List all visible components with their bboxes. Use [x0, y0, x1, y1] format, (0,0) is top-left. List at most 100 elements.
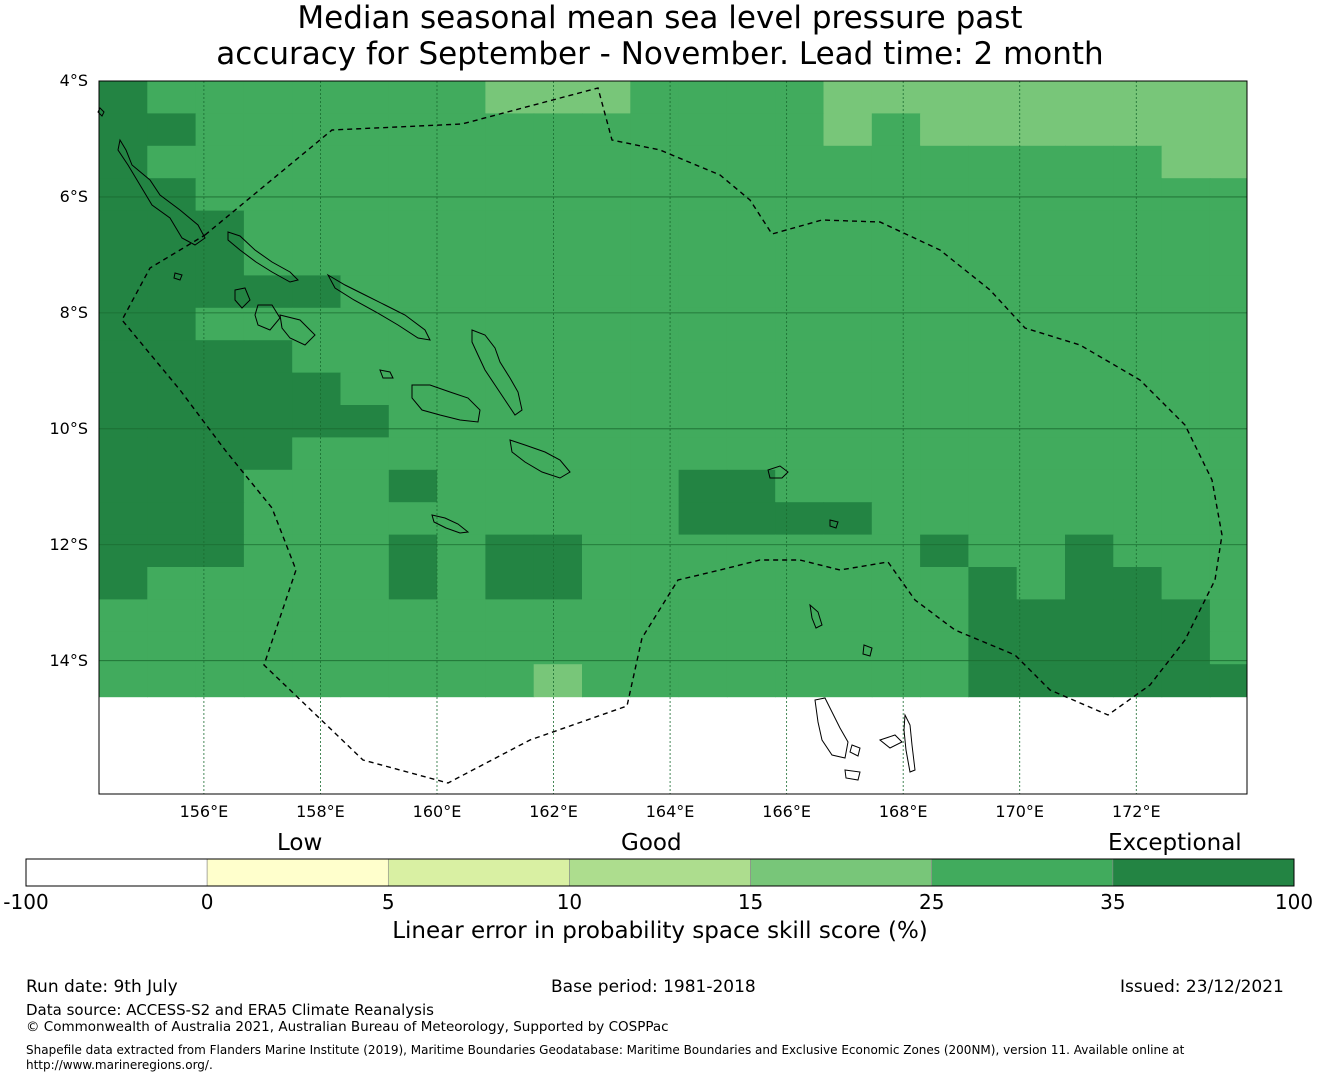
title-line-1: Median seasonal mean sea level pressure …: [297, 0, 1023, 36]
grid-cell: [582, 243, 631, 276]
grid-cell: [147, 437, 197, 471]
grid-cell: [388, 631, 438, 665]
coastline-santa-cruz: [767, 465, 789, 479]
grid-cell: [630, 437, 680, 471]
coastline-malaita: [471, 329, 523, 416]
grid-cell: [533, 340, 583, 374]
grid-cell: [871, 113, 921, 147]
grid-cell: [147, 567, 197, 600]
grid-cell: [582, 534, 631, 568]
grid-cell: [920, 340, 969, 374]
grid-cell: [1113, 405, 1163, 438]
colorbar-segment: [569, 858, 751, 887]
grid-cell: [582, 405, 631, 438]
grid-cell: [582, 599, 631, 633]
grid-cell: [678, 178, 728, 212]
grid-cell: [871, 631, 921, 665]
grid-cell: [388, 210, 438, 244]
grid-cell: [243, 437, 293, 471]
grid-cell: [775, 664, 825, 698]
grid-cell: [533, 275, 583, 309]
grid-cell: [292, 145, 342, 179]
grid-cell: [726, 567, 776, 600]
grid-cell: [292, 469, 342, 503]
grid-cell: [388, 372, 438, 406]
grid-cell: [920, 469, 969, 503]
lon-tick-label: 162°E: [529, 802, 578, 821]
grid-cell: [1016, 81, 1066, 114]
grid-cell: [630, 113, 680, 147]
grid-cell: [485, 307, 535, 341]
grid-cell: [1065, 210, 1114, 244]
grid-cell: [871, 405, 921, 438]
grid-cell: [195, 340, 245, 374]
coastline-efate: [849, 744, 861, 757]
grid-cell: [1161, 81, 1211, 114]
issued-date: Issued: 23/12/2021: [1120, 977, 1284, 997]
grid-cell: [726, 145, 776, 179]
grid-cell: [99, 664, 148, 698]
grid-cell: [437, 81, 486, 114]
grid-cell: [871, 81, 921, 114]
grid-cell: [1113, 372, 1163, 406]
grid-cell: [1016, 631, 1066, 665]
grid-cell: [195, 664, 245, 698]
grid-cell: [1209, 437, 1247, 471]
grid-cell: [292, 567, 342, 600]
grid-cell: [968, 631, 1018, 665]
grid-cell: [823, 113, 873, 147]
grid-cell: [243, 275, 293, 309]
grid-cell: [582, 81, 631, 114]
grid-cell: [195, 178, 245, 212]
grid-cell: [340, 243, 390, 276]
grid-cell: [968, 178, 1018, 212]
grid-cell: [582, 307, 631, 341]
grid-cell: [1161, 113, 1211, 147]
grid-cell: [1016, 567, 1066, 600]
grid-cell: [1113, 599, 1163, 633]
grid-cell: [1209, 567, 1247, 600]
colorbar: [25, 858, 1295, 887]
grid-cell: [678, 307, 728, 341]
grid-cell: [243, 372, 293, 406]
grid-cell: [1016, 437, 1066, 471]
grid-cell: [920, 178, 969, 212]
grid-cell: [147, 307, 197, 341]
grid-cell: [823, 178, 873, 212]
grid-cell: [1161, 145, 1211, 179]
grid-cell: [1209, 81, 1247, 114]
grid-cell: [775, 469, 825, 503]
grid-cell: [437, 437, 486, 471]
grid-cell: [99, 307, 148, 341]
grid-cell: [823, 340, 873, 374]
grid-cell: [533, 437, 583, 471]
grid-cell: [437, 178, 486, 212]
grid-cell: [920, 502, 969, 536]
lon-tick-label: 168°E: [878, 802, 928, 821]
coastline-santa-isabel: [326, 273, 431, 341]
grid-cell: [1065, 275, 1114, 309]
grid-cell: [871, 145, 921, 179]
grid-cell: [678, 469, 728, 503]
base-period: Base period: 1981-2018: [551, 977, 756, 997]
grid-cell: [968, 469, 1018, 503]
grid-cell: [533, 631, 583, 665]
lon-tick-label: 170°E: [995, 802, 1045, 821]
colorbar-tick-label: 0: [200, 890, 214, 914]
grid-cell: [1209, 599, 1247, 633]
colorbar-good-label: Good: [621, 830, 682, 856]
grid-cell: [99, 567, 148, 600]
grid-cell: [1065, 631, 1114, 665]
grid-cell: [630, 340, 680, 374]
skill-grid: [99, 81, 1247, 698]
grid-cell: [340, 469, 390, 503]
grid-cell: [437, 372, 486, 406]
grid-cell: [871, 469, 921, 503]
coastline-bougainville: [117, 138, 206, 246]
grid-cell: [243, 405, 293, 438]
grid-cell: [968, 437, 1018, 471]
grid-cell: [1209, 210, 1247, 244]
lon-tick-label: 156°E: [179, 802, 229, 821]
grid-cell: [1161, 502, 1211, 536]
grid-cell: [1161, 534, 1211, 568]
